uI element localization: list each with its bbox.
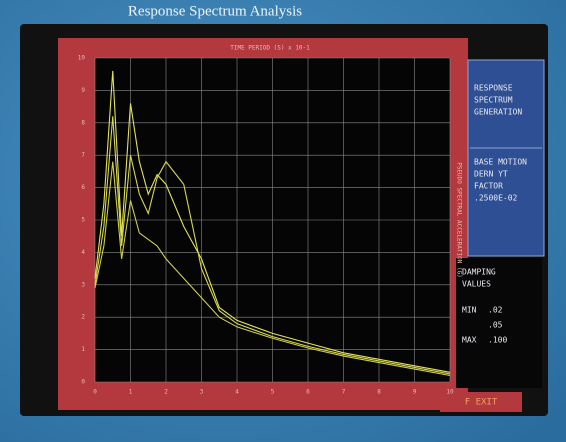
y-tick-label: 9 bbox=[81, 87, 85, 94]
x-tick-label: 10 bbox=[446, 389, 454, 396]
menu-panel bbox=[467, 59, 545, 257]
base-motion-text: BASE MOTION bbox=[474, 158, 527, 167]
x-tick-label: 6 bbox=[306, 389, 310, 396]
menu-text: SPECTRUM bbox=[474, 96, 513, 105]
series-line bbox=[94, 161, 451, 377]
y-tick-label: 5 bbox=[81, 217, 85, 224]
menu-text: GENERATION bbox=[474, 108, 522, 117]
y-tick-label: 8 bbox=[81, 119, 85, 126]
x-tick-label: 0 bbox=[93, 389, 97, 396]
legend-entry: .100 bbox=[488, 336, 507, 345]
damping-max-label: MAX bbox=[462, 336, 477, 345]
page-title: Response Spectrum Analysis bbox=[128, 3, 302, 19]
y-axis-label: PSEUDO SPECTRAL ACCELERATION (G) bbox=[456, 162, 463, 278]
exit-label: F EXIT bbox=[465, 398, 498, 408]
x-tick-label: 3 bbox=[200, 389, 204, 396]
y-tick-label: 0 bbox=[81, 379, 85, 386]
series-line bbox=[94, 70, 451, 373]
series-line bbox=[94, 116, 451, 375]
y-tick-label: 3 bbox=[81, 281, 85, 288]
y-tick-label: 7 bbox=[81, 152, 85, 159]
base-motion-text: DERN YT bbox=[474, 170, 508, 179]
y-tick-label: 1 bbox=[81, 346, 85, 353]
y-tick-label: 10 bbox=[78, 55, 86, 62]
damping-panel bbox=[456, 258, 542, 388]
damping-title: DAMPING bbox=[462, 268, 496, 277]
exit-box bbox=[440, 392, 522, 412]
x-tick-label: 2 bbox=[164, 389, 168, 396]
x-tick-label: 5 bbox=[271, 389, 275, 396]
x-tick-label: 8 bbox=[377, 389, 381, 396]
legend-entry: .05 bbox=[488, 321, 503, 330]
x-tick-label: 7 bbox=[342, 389, 346, 396]
menu-text: RESPONSE bbox=[474, 84, 513, 93]
base-motion-text: .2500E-02 bbox=[474, 194, 518, 203]
y-tick-label: 4 bbox=[81, 249, 85, 256]
x-axis-label: TIME PERIOD (S) x 10-1 bbox=[230, 45, 310, 52]
base-motion-text: FACTOR bbox=[474, 182, 503, 191]
legend-entry: .02 bbox=[488, 306, 503, 315]
damping-min-label: MIN bbox=[462, 306, 477, 315]
x-tick-label: 9 bbox=[413, 389, 417, 396]
y-tick-label: 6 bbox=[81, 184, 85, 191]
x-tick-label: 1 bbox=[129, 389, 133, 396]
y-tick-label: 2 bbox=[81, 314, 85, 321]
x-tick-label: 4 bbox=[235, 389, 239, 396]
damping-title: VALUES bbox=[462, 280, 491, 289]
